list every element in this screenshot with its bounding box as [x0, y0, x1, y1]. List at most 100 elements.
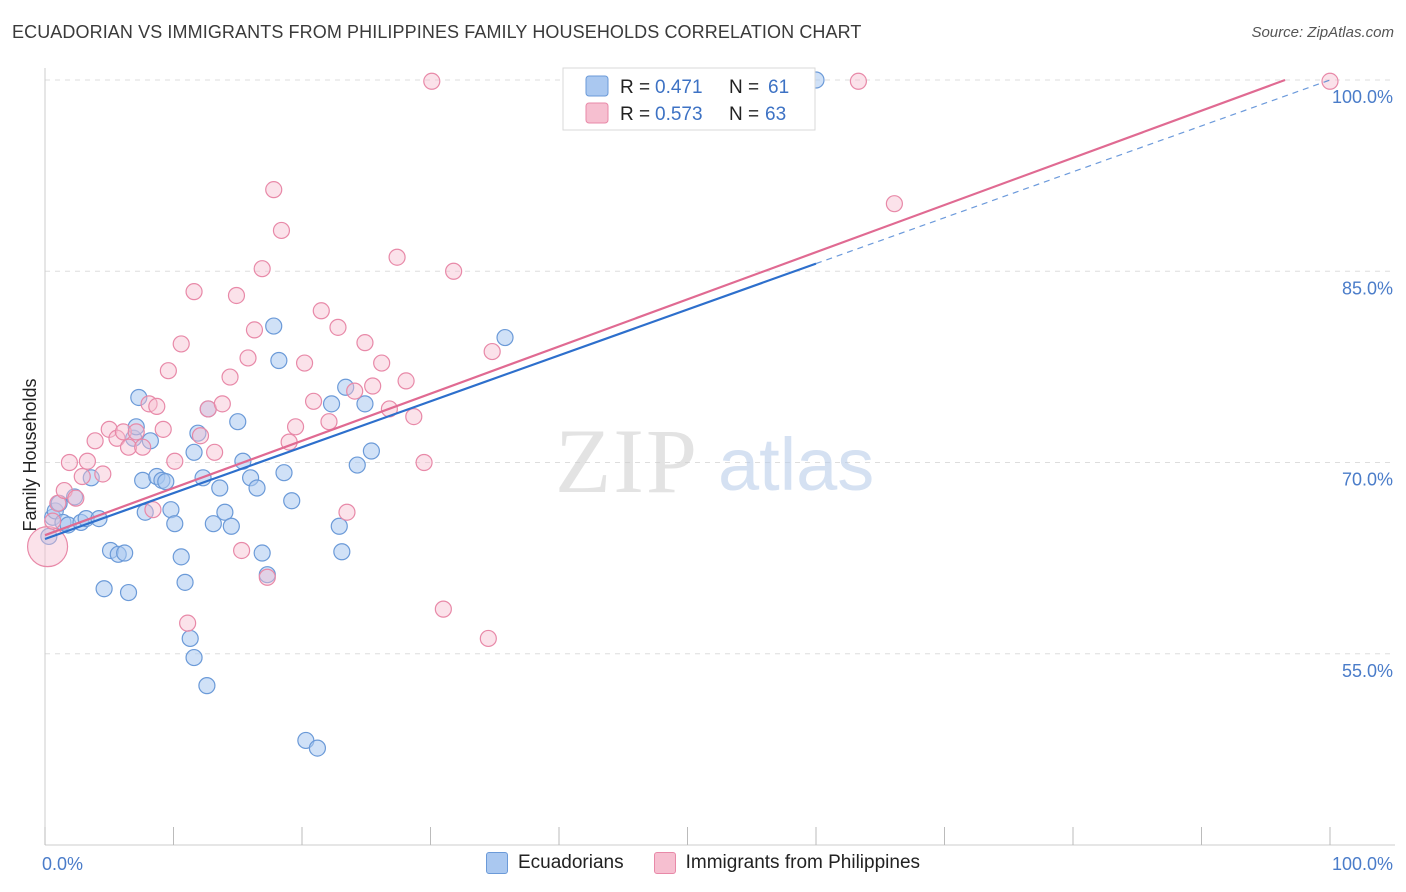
- legend-n-label: N =: [729, 104, 759, 125]
- point-philippines: [1321, 72, 1339, 90]
- point-ecuadorians: [198, 677, 216, 695]
- point-philippines: [213, 395, 231, 413]
- point-philippines: [388, 248, 406, 266]
- point-ecuadorians: [253, 544, 271, 562]
- point-philippines: [86, 432, 104, 450]
- point-ecuadorians: [204, 515, 222, 533]
- legend-swatch-ecuadorians: [485, 852, 508, 874]
- point-philippines: [265, 181, 283, 199]
- point-ecuadorians: [185, 648, 203, 667]
- point-ecuadorians: [176, 573, 194, 591]
- point-philippines: [108, 429, 126, 447]
- legend-r-value: 0.471: [655, 77, 703, 98]
- point-philippines: [338, 503, 356, 521]
- point-philippines: [239, 349, 257, 367]
- point-philippines: [373, 354, 391, 372]
- point-philippines: [445, 262, 463, 280]
- y-tick-label: 70.0%: [1342, 470, 1393, 490]
- legend-item-ecuadorians: Ecuadorians: [485, 852, 624, 874]
- point-ecuadorians: [322, 395, 341, 413]
- legend-n-value: 63: [765, 104, 786, 125]
- point-philippines: [346, 382, 364, 400]
- point-philippines: [206, 443, 224, 461]
- point-ecuadorians: [189, 424, 207, 442]
- point-philippines: [78, 452, 97, 470]
- point-ecuadorians: [116, 544, 134, 562]
- watermark-atlas: atlas: [718, 423, 874, 506]
- legend-r-label: R =: [620, 77, 650, 98]
- watermark-zip: ZIP: [555, 410, 699, 512]
- point-ecuadorians: [216, 503, 234, 521]
- point-philippines: [885, 195, 903, 213]
- point-philippines: [253, 260, 271, 278]
- point-ecuadorians: [95, 580, 113, 598]
- point-philippines: [356, 334, 374, 352]
- y-tick-labels: 55.0% 70.0% 85.0% 100.0%: [1332, 87, 1393, 681]
- y-tick-label: 85.0%: [1342, 278, 1393, 298]
- point-ecuadorians: [270, 351, 288, 370]
- point-philippines: [144, 501, 162, 519]
- point-philippines: [127, 423, 145, 441]
- point-philippines: [434, 600, 452, 618]
- point-ecuadorians: [172, 548, 190, 566]
- point-philippines: [423, 72, 441, 90]
- legend-swatch-blue: [585, 75, 609, 97]
- legend-label-ecuadorians: Ecuadorians: [517, 852, 624, 873]
- grid-lines: [45, 79, 1395, 655]
- legend-n-value: 61: [768, 77, 789, 98]
- point-philippines: [221, 368, 239, 386]
- x-tick-label: 0.0%: [42, 854, 83, 874]
- y-tick-label: 55.0%: [1342, 661, 1393, 681]
- point-ecuadorians: [330, 517, 348, 535]
- point-philippines: [44, 512, 62, 530]
- point-philippines: [329, 318, 347, 336]
- bottom-legend: Ecuadorians Immigrants from Philippines: [0, 852, 1406, 874]
- point-ecuadorians: [162, 501, 180, 519]
- point-philippines: [312, 302, 330, 320]
- point-philippines: [166, 452, 184, 470]
- point-ecuadorians: [181, 629, 199, 648]
- point-philippines: [245, 321, 264, 339]
- point-philippines: [67, 489, 85, 507]
- point-philippines: [94, 465, 112, 483]
- point-ecuadorians: [119, 583, 138, 602]
- point-ecuadorians: [362, 442, 380, 460]
- point-philippines: [60, 453, 79, 472]
- x-tick-labels: 0.0% 100.0%: [42, 854, 1393, 874]
- point-philippines: [148, 397, 166, 415]
- point-ecuadorians: [283, 492, 301, 510]
- point-ecuadorians: [130, 388, 148, 407]
- point-ecuadorians: [157, 473, 175, 491]
- point-ecuadorians: [333, 543, 351, 561]
- axes: [44, 68, 1395, 846]
- point-ecuadorians: [185, 443, 203, 461]
- point-philippines: [258, 568, 276, 586]
- point-philippines: [179, 614, 197, 632]
- point-ecuadorians: [265, 317, 283, 335]
- point-philippines: [119, 438, 138, 456]
- point-philippines: [483, 342, 501, 361]
- point-philippines: [295, 354, 314, 372]
- legend-box: R = 0.471 N = 61 R = 0.573 N = 63: [562, 67, 816, 131]
- y-axis-label: Family Households: [20, 378, 40, 531]
- point-ecuadorians: [229, 413, 247, 431]
- point-philippines: [233, 541, 251, 560]
- point-ecuadorians: [166, 515, 184, 533]
- point-philippines: [272, 221, 291, 240]
- point-ecuadorians: [134, 471, 152, 489]
- point-philippines: [134, 438, 152, 456]
- legend-r-label: R =: [620, 104, 650, 125]
- point-philippines: [320, 413, 338, 431]
- watermark: ZIP atlas: [555, 410, 874, 512]
- trend-line-philippines: [44, 78, 1286, 537]
- chart-title: ECUADORIAN VS IMMIGRANTS FROM PHILIPPINE…: [12, 22, 862, 42]
- trend-lines: [44, 78, 1331, 541]
- point-philippines: [191, 427, 210, 445]
- point-ecuadorians: [348, 456, 366, 474]
- point-philippines: [364, 377, 382, 395]
- source-label: Source: ZipAtlas.com: [1251, 24, 1394, 41]
- legend-swatch-pink: [585, 102, 609, 124]
- legend-r-value: 0.573: [655, 104, 703, 125]
- point-ecuadorians: [356, 395, 374, 413]
